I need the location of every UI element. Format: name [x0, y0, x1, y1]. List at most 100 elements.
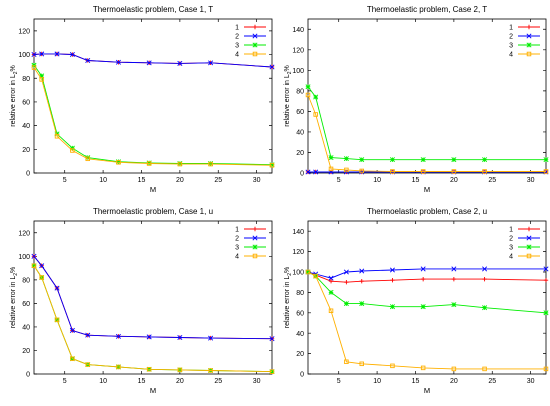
data-point	[85, 156, 90, 162]
series-line-3	[33, 64, 273, 166]
plot-frame	[307, 220, 547, 375]
plot-frame	[33, 220, 273, 375]
data-point	[390, 363, 395, 369]
data-point	[343, 156, 349, 162]
legend-label-2: 2	[509, 236, 513, 243]
data-point	[543, 157, 549, 163]
y-tick-label: 120	[18, 28, 30, 35]
y-axis-label: relative error in L2%	[284, 267, 293, 329]
series-1	[305, 269, 549, 285]
y-tick-label: 0	[300, 171, 304, 178]
x-tick-label: 20	[450, 378, 458, 385]
y-axis-label-subscript: 2	[13, 71, 19, 74]
x-tick-label: 15	[412, 378, 420, 385]
legend-marker-1	[252, 24, 258, 30]
data-point	[208, 335, 214, 341]
x-tick-label: 10	[99, 378, 107, 385]
legend-marker-2	[526, 33, 532, 39]
series-line-1	[307, 271, 547, 283]
series-line-4	[33, 265, 273, 373]
x-tick-label: 15	[412, 177, 420, 184]
legend-label-3: 3	[509, 245, 513, 252]
legend-label-4: 4	[235, 52, 239, 59]
data-point	[344, 280, 349, 285]
data-point	[70, 356, 75, 361]
data-point	[85, 155, 91, 161]
x-tick-label: 5	[63, 177, 67, 184]
data-point	[328, 155, 334, 161]
legend-marker-1	[252, 226, 258, 232]
series-2	[31, 51, 275, 70]
legend-label-1: 1	[235, 227, 239, 234]
y-tick-label: 20	[296, 150, 304, 157]
legend: 1 2 3 4	[235, 227, 266, 261]
data-point	[543, 366, 549, 372]
legend-marker-2	[252, 33, 258, 39]
y-tick-label: 0	[300, 372, 304, 379]
data-point	[208, 368, 213, 373]
x-tick-label: 25	[214, 378, 222, 385]
data-point	[328, 166, 334, 172]
y-axis-label-main: relative error in L	[10, 276, 17, 329]
data-point	[31, 253, 37, 259]
data-point	[420, 304, 426, 310]
y-tick-label: 0	[26, 372, 30, 379]
x-tick-label: 30	[527, 177, 535, 184]
series-2	[305, 266, 549, 281]
data-point	[313, 94, 319, 100]
legend-marker-4	[252, 253, 258, 259]
y-axis-label-suffix: %	[284, 65, 291, 71]
data-point	[543, 266, 549, 272]
x-tick-label: 30	[253, 378, 261, 385]
data-point	[39, 51, 45, 57]
data-point	[69, 52, 75, 58]
data-point	[116, 160, 121, 165]
data-point	[313, 273, 318, 279]
legend-marker-3	[526, 244, 532, 250]
data-point	[115, 59, 121, 65]
x-tick-label: 20	[450, 177, 458, 184]
y-axis-label-suffix: %	[10, 267, 17, 273]
y-tick-label: 20	[22, 147, 30, 154]
y-axis-label-main: relative error in L	[284, 74, 291, 127]
data-point	[344, 167, 349, 173]
data-point	[543, 277, 549, 283]
y-axis-label-suffix: %	[10, 65, 17, 71]
x-tick-label: 5	[63, 378, 67, 385]
data-point	[451, 276, 457, 282]
data-point	[85, 332, 91, 338]
data-point	[420, 266, 426, 272]
chart-title: Thermoelastic problem, Case 1, T	[93, 5, 213, 14]
chart-title: Thermoelastic problem, Case 1, u	[93, 207, 213, 216]
y-tick-label: 0	[26, 171, 30, 178]
data-point	[146, 334, 152, 340]
plot-frame	[33, 18, 273, 174]
data-point	[54, 317, 60, 323]
legend-marker-2	[252, 235, 258, 241]
legend-marker-4	[252, 51, 258, 57]
y-axis-label-subscript: 2	[287, 71, 293, 74]
legend: 1 2 3 4	[509, 227, 540, 261]
x-tick-label: 10	[99, 177, 107, 184]
x-tick-label: 5	[337, 378, 341, 385]
data-point	[177, 60, 183, 66]
series-line-4	[307, 94, 546, 172]
data-point	[305, 169, 311, 175]
data-point	[328, 308, 334, 314]
data-point	[482, 366, 487, 372]
x-axis-label: M	[150, 185, 156, 194]
data-point	[343, 269, 349, 275]
series-line-2	[33, 53, 273, 68]
series-2	[31, 253, 275, 342]
data-point	[343, 301, 349, 307]
data-point	[146, 367, 152, 372]
data-point	[146, 160, 152, 166]
series-line-1	[33, 256, 273, 340]
data-point	[389, 304, 395, 310]
data-point	[39, 73, 45, 79]
x-axis-label: M	[424, 386, 430, 395]
y-tick-label: 80	[22, 76, 30, 83]
data-point	[146, 60, 152, 66]
data-point	[177, 161, 183, 167]
data-point	[451, 366, 457, 372]
